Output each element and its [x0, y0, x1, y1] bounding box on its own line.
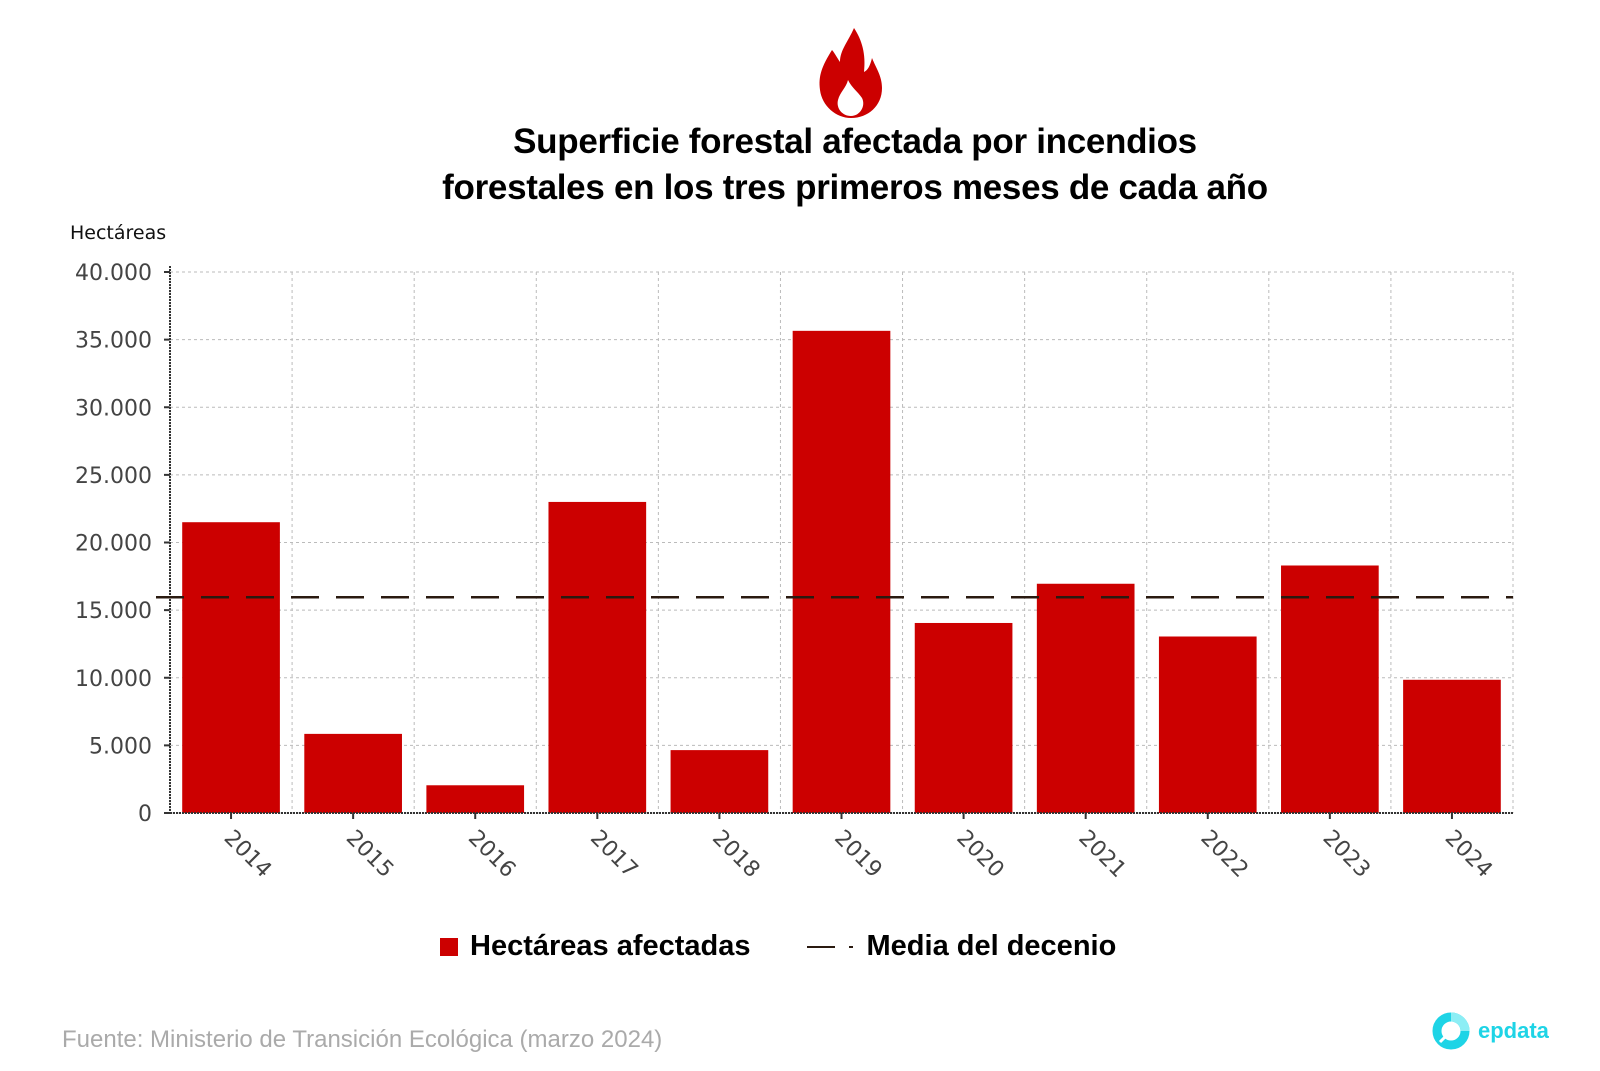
bar-2017 — [548, 501, 647, 813]
source-note: Fuente: Ministerio de Transición Ecológi… — [62, 1026, 663, 1053]
y-tick-label: 40.000 — [75, 261, 152, 286]
x-tick-label: 2018 — [707, 826, 764, 883]
y-tick-label: 0 — [138, 802, 152, 827]
legend-swatch-bars — [440, 937, 458, 956]
bar-2023 — [1281, 565, 1379, 813]
legend-label-bars: Hectáreas afectadas — [470, 930, 751, 962]
legend: Hectáreas afectadas Media del decenio — [440, 930, 1116, 963]
x-tick-label: 2020 — [951, 826, 1008, 883]
y-tick-label: 35.000 — [75, 329, 152, 354]
x-tick-label: 2016 — [463, 826, 520, 883]
y-axis-label: Hectáreas — [70, 222, 167, 244]
y-tick-label: 30.000 — [75, 396, 152, 421]
bar-2024 — [1403, 679, 1501, 813]
bar-chart: 0 5.000 10.000 15.000 20.000 25.000 30.000 35.0… — [75, 261, 1514, 883]
bar-2016 — [426, 785, 525, 813]
bar-2020 — [914, 622, 1013, 813]
bar-2015 — [304, 733, 402, 813]
x-tick-label: 2023 — [1318, 826, 1375, 883]
y-tick-label: 10.000 — [75, 667, 152, 692]
x-tick-label: 2022 — [1196, 826, 1253, 883]
bar-2019 — [792, 330, 891, 813]
bar-2014 — [182, 522, 280, 813]
x-tick-label: 2014 — [219, 826, 276, 883]
y-tick-label: 15.000 — [75, 599, 152, 624]
bar-2022 — [1158, 636, 1257, 813]
chart-title-line-1: Superficie forestal afectada por incendi… — [513, 122, 1197, 161]
y-tick-label: 20.000 — [75, 532, 152, 557]
epdata-logo: epdata — [1432, 1012, 1549, 1050]
bar-2018 — [670, 750, 769, 813]
epdata-logo-icon — [1432, 1012, 1470, 1050]
legend-label-mean-line: Media del decenio — [866, 930, 1117, 962]
flame-icon — [819, 28, 882, 118]
x-tick-label: 2021 — [1073, 826, 1130, 883]
y-tick-label: 5.000 — [89, 734, 152, 759]
x-tick-label: 2019 — [829, 826, 886, 883]
legend-swatch-mean-line — [806, 945, 853, 948]
y-tick-label: 25.000 — [75, 464, 152, 489]
chart-title-line-2: forestales en los tres primeros meses de… — [442, 168, 1268, 207]
bar-2021 — [1036, 583, 1135, 813]
x-tick-label: 2024 — [1440, 826, 1497, 883]
x-tick-label: 2015 — [341, 826, 398, 883]
epdata-logo-text: epdata — [1478, 1018, 1549, 1043]
x-tick-label: 2017 — [585, 826, 642, 883]
